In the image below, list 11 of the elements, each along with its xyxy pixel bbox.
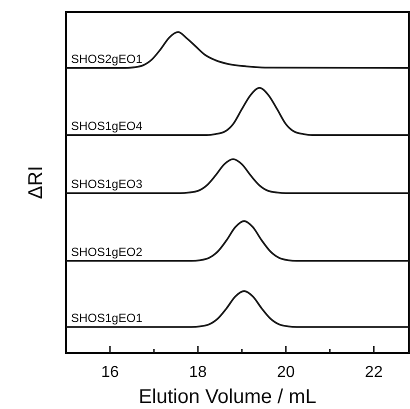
x-tick-label: 20 <box>276 364 295 381</box>
series-label: SHOS2gEO1 <box>71 52 143 66</box>
y-axis-title: ΔRI <box>25 166 47 200</box>
x-tick-label: 18 <box>189 364 207 381</box>
series-label: SHOS1gEO2 <box>71 244 143 259</box>
x-tick-label: 22 <box>364 364 383 381</box>
x-tick-label: 16 <box>101 364 119 381</box>
x-axis-title: Elution Volume / mL <box>138 386 316 408</box>
series-label: SHOS1gEO3 <box>71 177 143 192</box>
series-label: SHOS1gEO1 <box>71 311 143 325</box>
series-label: SHOS1gEO4 <box>71 119 143 134</box>
